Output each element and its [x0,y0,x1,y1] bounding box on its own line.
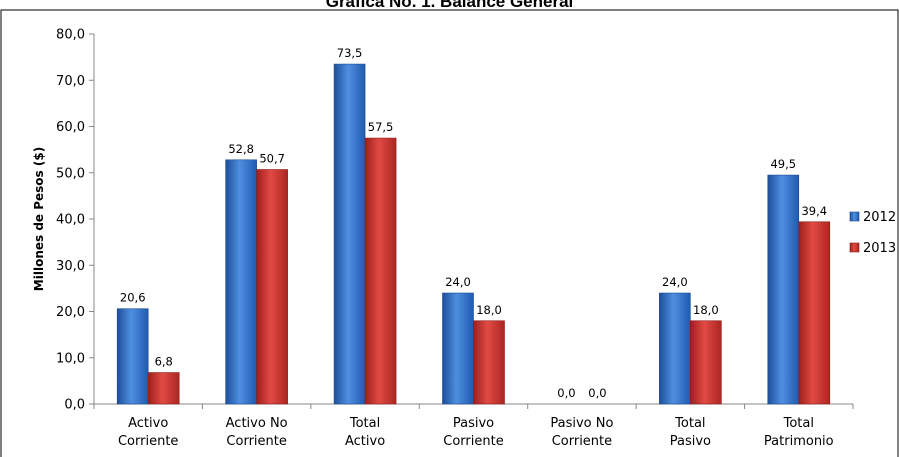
chart-border [0,9,899,457]
y-tick-label: 0,0 [64,398,85,413]
bar-2012-2 [333,63,366,405]
data-label-2012-5: 24,0 [662,275,688,289]
bar-2013-0 [147,372,180,405]
legend-swatch-2013 [849,242,860,253]
x-tick-label: Corriente [118,434,178,449]
data-label-2013-2: 57,5 [368,120,394,134]
x-tick-label: Activo [128,416,168,431]
y-tick-label: 10,0 [56,351,85,366]
data-label-2013-6: 39,4 [801,204,827,218]
y-tick-label: 20,0 [56,305,85,320]
y-tick-label: 60,0 [56,120,85,135]
y-tick-label: 40,0 [56,213,85,228]
x-tick-label: Corriente [443,434,503,449]
bar-2012-5 [659,292,691,405]
x-tick-label: Total [783,416,814,431]
bar-2012-0 [116,308,149,405]
y-tick-label: 50,0 [56,166,85,181]
y-tick-label: 80,0 [56,28,85,43]
bar-2012-6 [767,174,800,405]
x-tick-label: Pasivo [670,434,711,449]
bar-2012-3 [442,292,474,405]
chart-title: Grafica No. 1. Balance General [325,0,574,11]
data-label-2012-2: 73,5 [337,46,363,60]
data-label-2012-6: 49,5 [770,157,796,171]
x-tick-label: Total [674,416,705,431]
legend-label-2012: 2012 [863,210,896,225]
bar-2013-2 [364,137,397,405]
plot-area: Millones de Pesos ($) 0,0 10,0 20,0 30,0 40,0… [0,9,899,457]
data-label-2012-4: 0,0 [557,386,575,400]
bar-2013-3 [473,320,505,405]
x-tick-label: Total [349,416,380,431]
data-label-2013-4: 0,0 [588,386,606,400]
x-tick-label: Patrimonio [764,434,834,449]
x-tick-label: Pasivo No [550,416,613,431]
bar-2013-6 [798,221,831,405]
data-label-2013-0: 6,8 [155,355,173,369]
data-label-2013-1: 50,7 [259,152,285,166]
bar-2013-5 [690,320,722,405]
x-tick-label: Corriente [552,434,612,449]
y-axis-title: Millones de Pesos ($) [32,147,46,291]
legend-swatch-2012 [849,211,860,222]
data-label-2012-3: 24,0 [445,275,471,289]
x-tick-label: Pasivo [453,416,494,431]
data-label-2013-3: 18,0 [476,303,502,317]
y-tick-label: 70,0 [56,74,85,89]
data-label-2012-0: 20,6 [120,291,146,305]
x-tick-label: Corriente [226,434,286,449]
data-label-2013-5: 18,0 [693,303,719,317]
x-tick-label: Activo No [226,416,288,431]
y-tick-label: 30,0 [56,259,85,274]
x-tick-label: Activo [345,434,385,449]
data-label-2012-1: 52,8 [228,142,254,156]
bar-2013-1 [256,169,288,405]
bar-2012-1 [225,159,257,405]
legend-label-2013: 2013 [863,241,896,256]
